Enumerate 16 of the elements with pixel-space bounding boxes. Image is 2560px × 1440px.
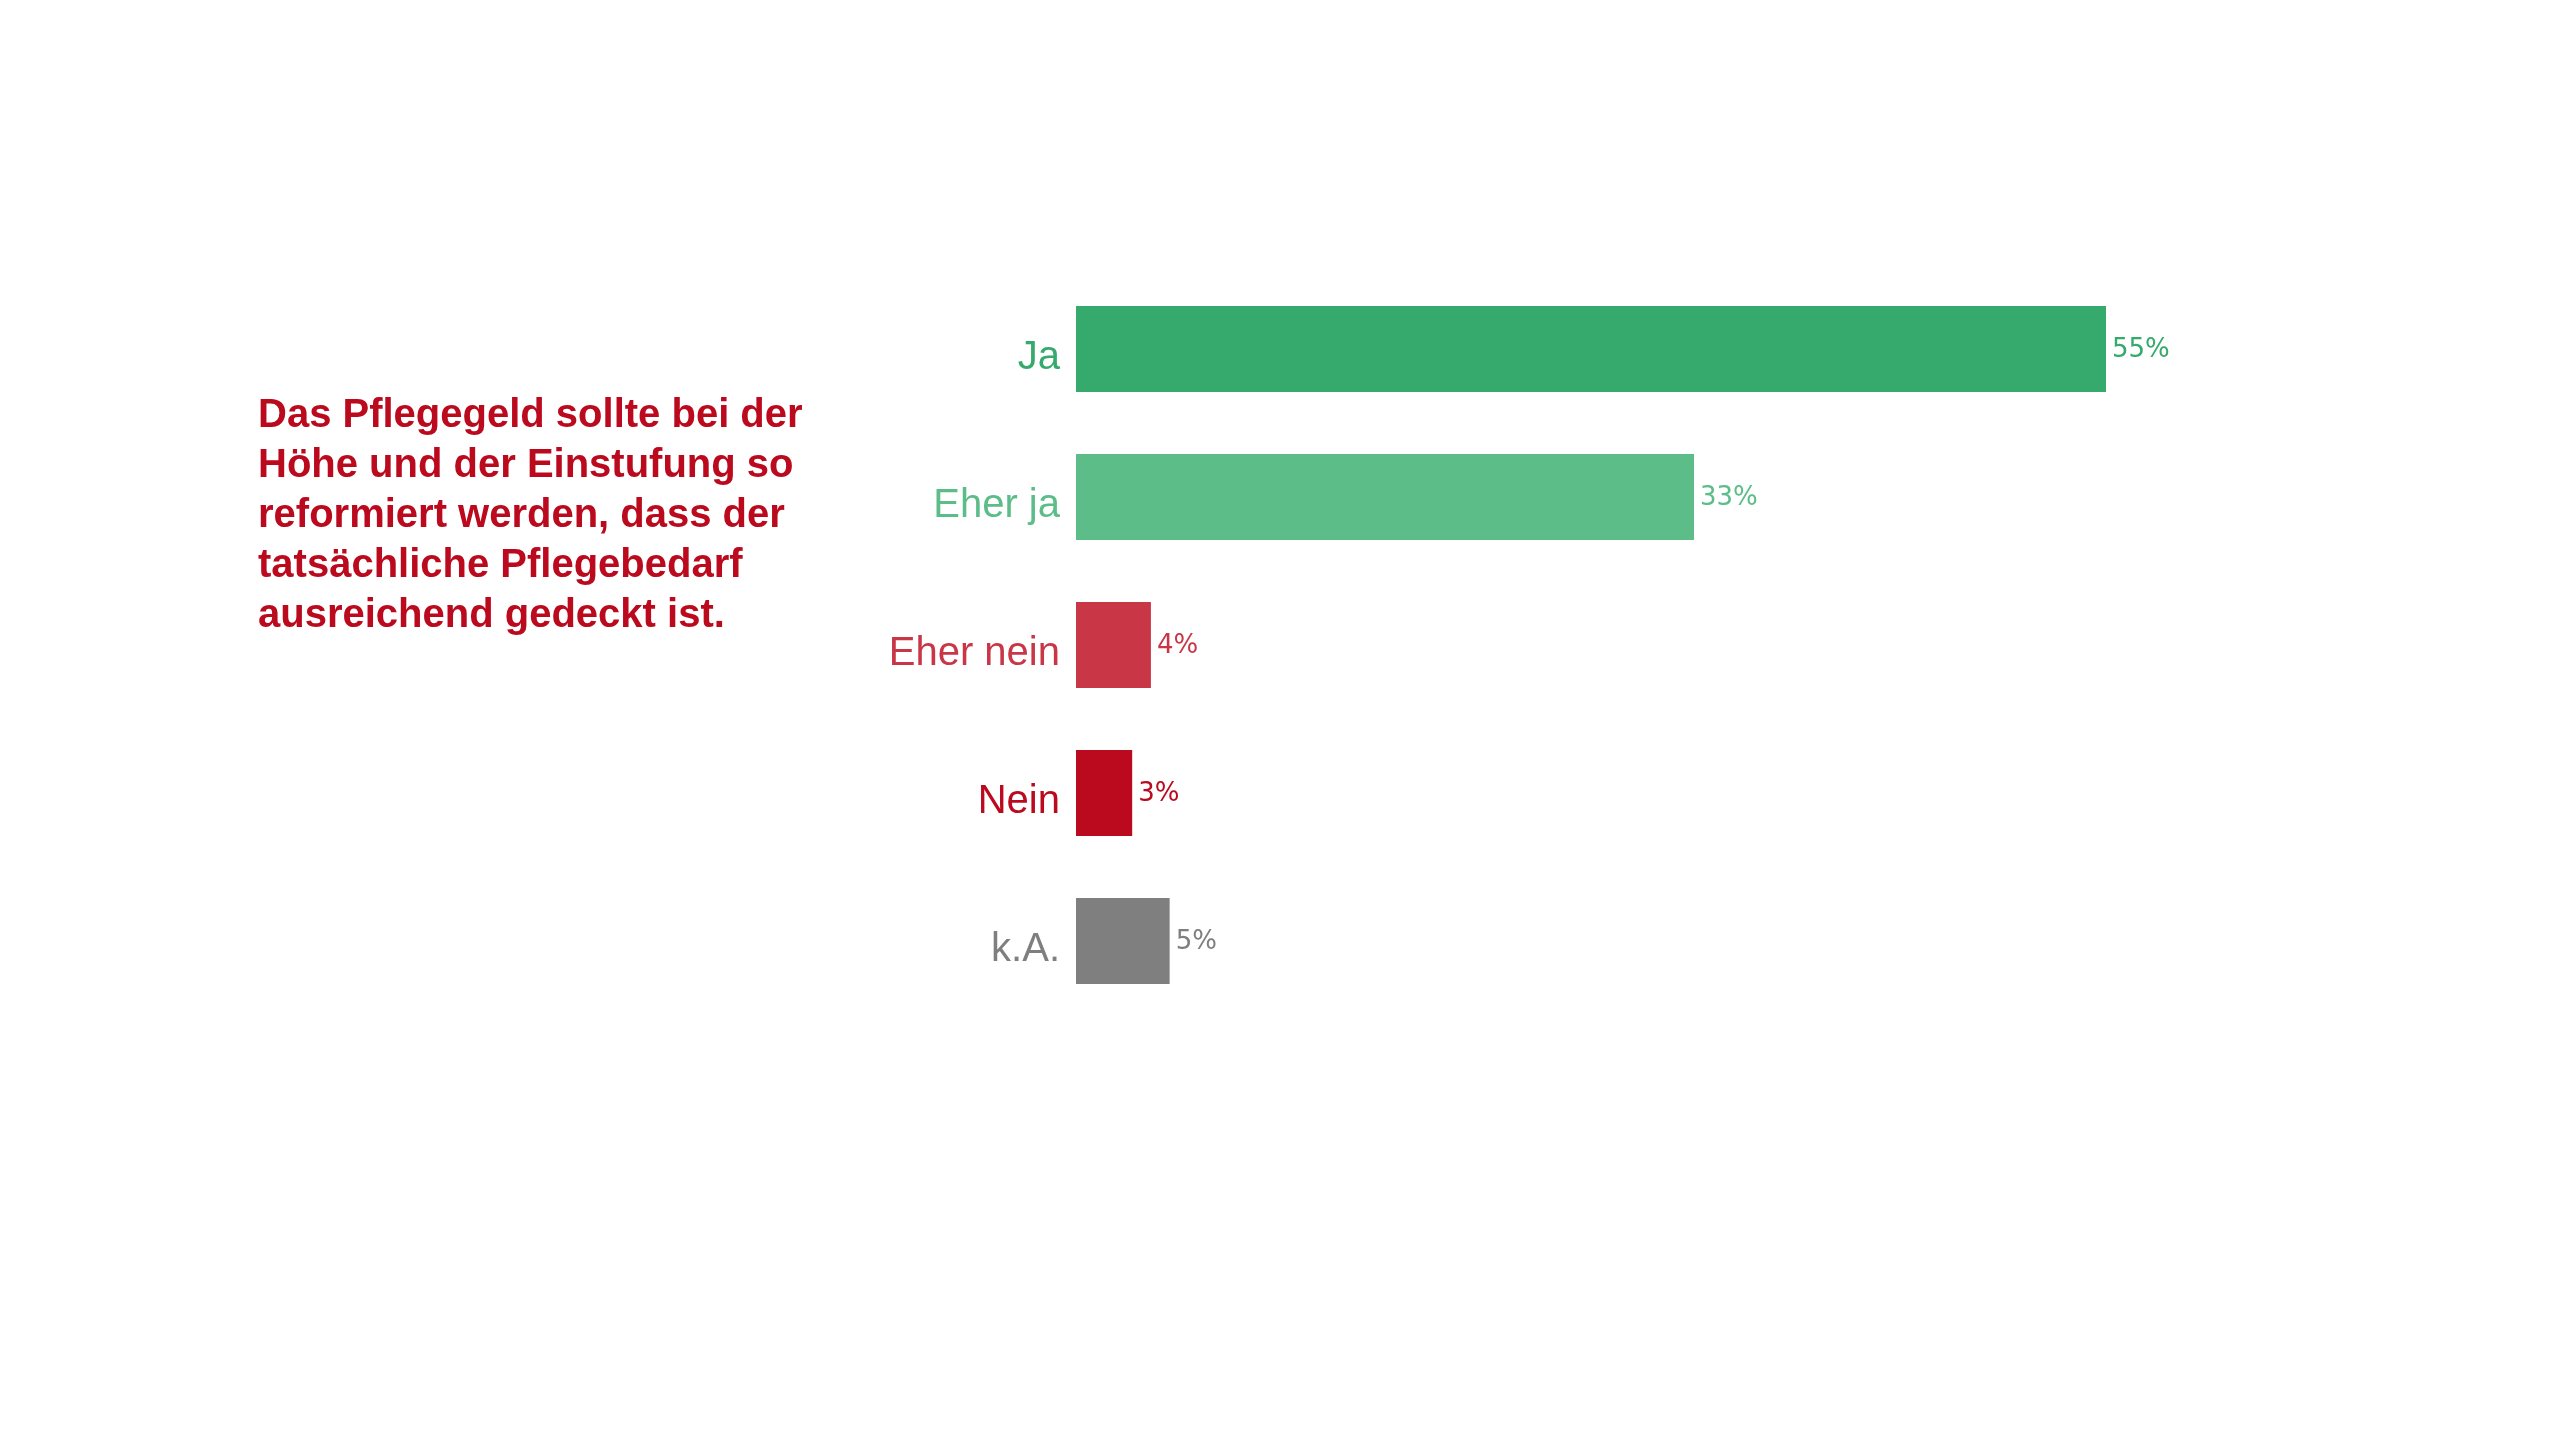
bar (1076, 750, 1133, 836)
data-label: 5% (1175, 925, 1217, 955)
data-label: 4% (1156, 629, 1199, 659)
data-label: 55% (2112, 333, 2170, 363)
data-label: 3% (1138, 777, 1180, 807)
y-tick-label: k.A. (991, 925, 1060, 969)
y-tick-label: Ja (1017, 333, 1061, 377)
y-tick-label: Eher nein (888, 629, 1060, 673)
y-tick-label: Eher ja (933, 481, 1061, 525)
bar (1076, 898, 1170, 984)
data-label: 33% (1700, 481, 1758, 511)
bar (1076, 306, 2106, 392)
bar (1076, 454, 1694, 540)
text: Das Pflegegeld sollte bei der Höhe und der Einstufung so reformiert werden, dass der tatsächliche Pflegebedarf ausreichend gedeckt ist. (258, 391, 803, 635)
bar (1076, 602, 1151, 688)
y-tick-label: Nein (977, 777, 1060, 821)
